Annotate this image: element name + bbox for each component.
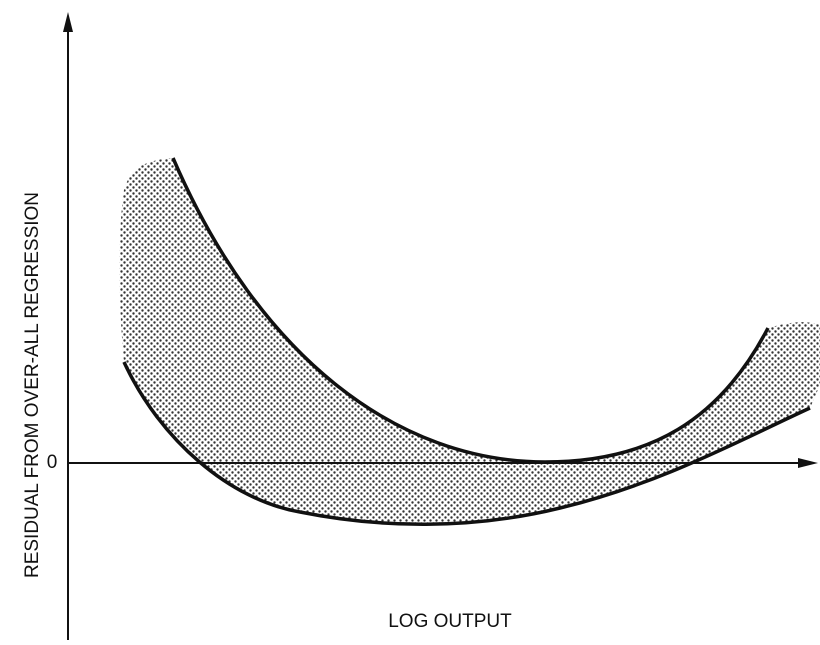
x-axis-label: LOG OUTPUT: [388, 611, 512, 632]
y-axis-label: RESIDUAL FROM OVER-ALL REGRESSION: [22, 192, 43, 578]
x-axis-arrow: [798, 458, 818, 468]
shaded-band: [119, 158, 820, 525]
lower-curve: [122, 361, 811, 526]
origin-label: 0: [47, 452, 58, 473]
y-axis-arrow: [63, 12, 73, 32]
upper-curve: [171, 157, 770, 464]
